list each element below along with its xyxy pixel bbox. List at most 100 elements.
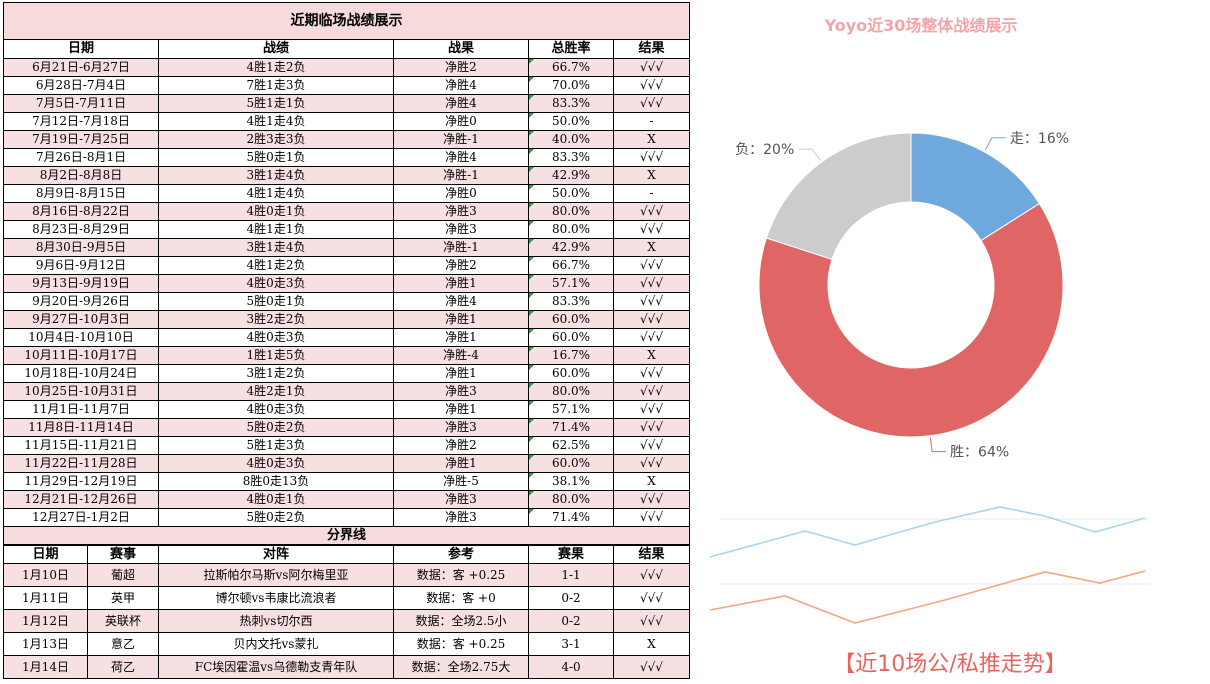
header-date: 日期	[3, 39, 159, 59]
cell-outcome: 净胜1	[393, 274, 529, 293]
picks-header-result: 结果	[613, 545, 690, 564]
cell-outcome: 净胜1	[393, 400, 529, 419]
right-panel: 走：16% 胜：64% 负：20% Yoyo近30场整体战绩展示 【近10场公/私推…	[690, 0, 1210, 684]
cell-win-rate: 42.9%	[528, 238, 614, 257]
cell-win-rate: 50.0%	[528, 112, 614, 131]
cell-win-rate: 70.0%	[528, 76, 614, 95]
cell-win-rate: 71.4%	[528, 418, 614, 437]
cell-record: 1胜1走5负	[158, 346, 394, 365]
donut-labels: 走：16% 胜：64% 负：20%	[735, 131, 1069, 461]
table-row: 10月4日-10月10日 4胜0走3负 净胜1 60.0% √√√	[3, 328, 691, 347]
cell-win-rate: 60.0%	[528, 364, 614, 383]
cell-result: X	[612, 346, 691, 365]
pick-score: 4-0	[528, 655, 614, 679]
cell-outcome: 净胜1	[393, 310, 529, 329]
pick-reference: 数据：客 +0	[393, 586, 529, 610]
table-row: 11月29日-12月19日 8胜0走13负 净胜-5 38.1% X	[3, 472, 691, 491]
cell-record: 5胜0走1负	[158, 292, 394, 311]
donut-label-0: 走：16%	[1010, 131, 1069, 147]
pick-result: √√√	[613, 563, 690, 587]
cell-record: 4胜0走3负	[158, 400, 394, 419]
cell-date: 9月27日-10月3日	[3, 310, 159, 329]
cell-win-rate: 80.0%	[528, 382, 614, 401]
table-row: 8月2日-8月8日 3胜1走4负 净胜-1 42.9% X	[3, 166, 691, 185]
cell-win-rate: 83.3%	[528, 292, 614, 311]
cell-result: √√√	[612, 418, 691, 437]
cell-outcome: 净胜3	[393, 418, 529, 437]
cell-result: √√√	[612, 274, 691, 293]
header-win-rate: 总胜率	[528, 39, 614, 59]
pick-result: √√√	[613, 609, 690, 633]
cell-outcome: 净胜4	[393, 148, 529, 167]
pick-date: 1月10日	[3, 563, 88, 587]
cell-result: √√√	[612, 256, 691, 275]
cell-date: 6月28日-7月4日	[3, 76, 159, 95]
table-row: 7月12日-7月18日 4胜1走4负 净胜0 50.0% -	[3, 112, 691, 131]
donut-slice-1	[758, 202, 1064, 438]
pick-result: √√√	[613, 586, 690, 610]
cell-win-rate: 60.0%	[528, 310, 614, 329]
cell-outcome: 净胜3	[393, 382, 529, 401]
cell-result: √√√	[612, 490, 691, 509]
cell-result: √√√	[612, 58, 691, 77]
pick-match: 博尔顿vs韦康比流浪者	[158, 586, 394, 610]
cell-date: 10月18日-10月24日	[3, 364, 159, 383]
cell-outcome: 净胜1	[393, 364, 529, 383]
cell-win-rate: 80.0%	[528, 202, 614, 221]
pick-reference: 数据：客 +0.25	[393, 563, 529, 587]
cell-date: 8月9日-8月15日	[3, 184, 159, 203]
cell-result: √√√	[612, 454, 691, 473]
trend-caption: 【近10场公/私推走势】	[833, 652, 1067, 677]
table-row: 9月13日-9月19日 4胜0走3负 净胜1 57.1% √√√	[3, 274, 691, 293]
cell-date: 6月21日-6月27日	[3, 58, 159, 77]
cell-win-rate: 60.0%	[528, 328, 614, 347]
pick-date: 1月11日	[3, 586, 88, 610]
recent-picks-table: 日期 赛事 对阵 参考 赛果 结果 1月10日 葡超 拉斯帕尔马斯vs阿尔梅里亚 数据…	[3, 545, 690, 679]
cell-outcome: 净胜1	[393, 454, 529, 473]
cell-outcome: 净胜0	[393, 184, 529, 203]
cell-win-rate: 50.0%	[528, 184, 614, 203]
cell-result: X	[612, 130, 691, 149]
picks-header-score: 赛果	[528, 545, 614, 564]
cell-date: 7月5日-7月11日	[3, 94, 159, 113]
cell-record: 5胜0走2负	[158, 418, 394, 437]
cell-win-rate: 71.4%	[528, 508, 614, 527]
cell-record: 3胜1走4负	[158, 166, 394, 185]
cell-outcome: 净胜-5	[393, 472, 529, 491]
table-row: 9月27日-10月3日 3胜2走2负 净胜1 60.0% √√√	[3, 310, 691, 329]
picks-header-reference: 参考	[393, 545, 529, 564]
cell-record: 4胜0走3负	[158, 274, 394, 293]
trend-lines-graphic	[709, 506, 1150, 624]
weekly-results-body: 6月21日-6月27日 4胜1走2负 净胜2 66.7% √√√ 6月28日-7月4日 7胜…	[3, 58, 691, 527]
cell-record: 4胜0走3负	[158, 328, 394, 347]
pick-score: 0-2	[528, 586, 614, 610]
cell-result: -	[612, 112, 691, 131]
cell-record: 7胜1走3负	[158, 76, 394, 95]
divider-row: 分界线	[2, 526, 691, 545]
table-row: 8月9日-8月15日 4胜1走4负 净胜0 50.0% -	[3, 184, 691, 203]
header-result: 结果	[612, 39, 691, 59]
donut-leader-0	[984, 137, 1006, 151]
cell-date: 11月8日-11月14日	[3, 418, 159, 437]
table-row: 7月26日-8月1日 5胜0走1负 净胜4 83.3% √√√	[3, 148, 691, 167]
pick-league: 英甲	[87, 586, 159, 610]
table-row: 6月21日-6月27日 4胜1走2负 净胜2 66.7% √√√	[3, 58, 691, 77]
cell-result: √√√	[612, 400, 691, 419]
header-outcome: 战果	[393, 39, 529, 59]
table-title: 近期临场战绩展示	[2, 2, 691, 40]
cell-date: 10月4日-10月10日	[3, 328, 159, 347]
table-row: 7月19日-7月25日 2胜3走3负 净胜-1 40.0% X	[3, 130, 691, 149]
trend-line-blue	[709, 506, 1146, 558]
cell-date: 11月29日-12月19日	[3, 472, 159, 491]
cell-result: √√√	[612, 76, 691, 95]
table-row: 6月28日-7月4日 7胜1走3负 净胜4 70.0% √√√	[3, 76, 691, 95]
donut-leader-lines	[798, 137, 1006, 453]
picks-header-league: 赛事	[87, 545, 159, 564]
cell-result: -	[612, 184, 691, 203]
cell-outcome: 净胜-1	[393, 166, 529, 185]
cell-date: 11月1日-11月7日	[3, 400, 159, 419]
list-item: 1月12日 英联杯 热刺vs切尔西 数据：全场2.5小 0-2 √√√	[3, 609, 690, 633]
pick-match: 热刺vs切尔西	[158, 609, 394, 633]
cell-result: √√√	[612, 94, 691, 113]
cell-date: 8月23日-8月29日	[3, 220, 159, 239]
